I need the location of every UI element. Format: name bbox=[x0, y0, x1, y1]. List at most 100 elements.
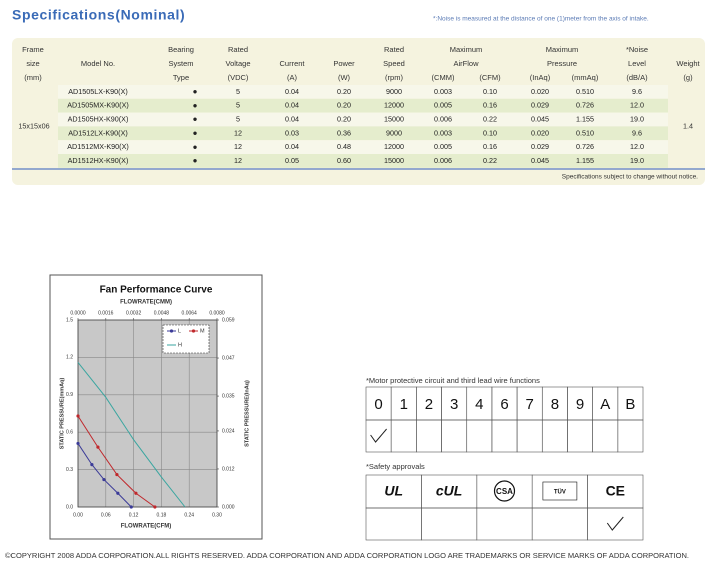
y-tick-label: 1.5 bbox=[66, 317, 73, 323]
series-marker bbox=[116, 491, 120, 495]
legend-marker bbox=[169, 329, 174, 333]
bearing-dot: ● bbox=[193, 129, 198, 138]
table-footnote: Specifications subject to change without… bbox=[562, 174, 698, 181]
row-band bbox=[58, 154, 668, 168]
column-header: Maximum bbox=[546, 45, 579, 54]
table-cell: 12000 bbox=[384, 101, 404, 110]
column-header: (dB/A) bbox=[626, 73, 648, 82]
bearing-dot: ● bbox=[193, 115, 198, 124]
motor-check-cell bbox=[592, 419, 619, 453]
table-cell: 0.005 bbox=[434, 142, 452, 151]
table-cell: 0.05 bbox=[285, 156, 299, 165]
column-header: AirFlow bbox=[453, 59, 479, 68]
table-cell: 0.36 bbox=[337, 128, 351, 137]
table-cell: 0.020 bbox=[531, 87, 549, 96]
motor-code: 6 bbox=[500, 396, 508, 413]
motor-code: 4 bbox=[475, 396, 483, 413]
table-cell: 0.03 bbox=[285, 128, 299, 137]
table-cell: 0.48 bbox=[337, 142, 351, 151]
plot-border bbox=[77, 319, 218, 508]
copyright: ©COPYRIGHT 2008 ADDA CORPORATION.ALL RIG… bbox=[5, 552, 689, 560]
table-cell: AD1512MX-K90(X) bbox=[67, 142, 129, 151]
table-cell: 12.0 bbox=[630, 101, 644, 110]
column-header: Maximum bbox=[450, 45, 483, 54]
y-tick-label: 0.6 bbox=[66, 430, 73, 436]
motor-code: 1 bbox=[400, 396, 408, 413]
approval-logo: CSA bbox=[496, 487, 513, 496]
x2-tick-label: 0.0048 bbox=[154, 310, 170, 316]
column-header: Model No. bbox=[81, 59, 115, 68]
table-cell: 0.16 bbox=[483, 101, 497, 110]
approval-logo: cUL bbox=[436, 483, 462, 499]
table-cell: 0.006 bbox=[434, 156, 452, 165]
table-cell: 0.029 bbox=[531, 101, 549, 110]
x-tick-label: 0.06 bbox=[101, 512, 111, 518]
column-header: Voltage bbox=[225, 59, 250, 68]
table-cell: AD1512HX-K90(X) bbox=[68, 156, 129, 165]
y2-tick-label: 0.035 bbox=[222, 393, 235, 399]
table-cell: 0.60 bbox=[337, 156, 351, 165]
safety-check-cell bbox=[531, 507, 588, 541]
table-cell: 0.22 bbox=[483, 156, 497, 165]
table-cell: 1.155 bbox=[576, 115, 594, 124]
column-header: (g) bbox=[683, 73, 693, 82]
y2-tick-label: 0.000 bbox=[222, 504, 235, 510]
table-cell: 12 bbox=[234, 142, 242, 151]
y2-tick-label: 0.012 bbox=[222, 466, 235, 472]
table-cell: 0.10 bbox=[483, 87, 497, 96]
table-cell: 0.10 bbox=[483, 128, 497, 137]
row-band bbox=[58, 140, 668, 154]
column-header: Power bbox=[333, 59, 355, 68]
column-header: Weight bbox=[676, 59, 700, 68]
table-cell: 12 bbox=[234, 156, 242, 165]
column-subheader: (CMM) bbox=[432, 73, 455, 82]
series-marker bbox=[153, 505, 157, 509]
approval-logo: TÜV bbox=[554, 489, 566, 496]
table-cell: 1.155 bbox=[576, 156, 594, 165]
table-cell: 0.003 bbox=[434, 87, 452, 96]
column-subheader: (InAq) bbox=[530, 73, 551, 82]
y-tick-label: 1.2 bbox=[66, 355, 73, 361]
x2-tick-label: 0.0080 bbox=[209, 310, 225, 316]
logo-ring bbox=[493, 480, 516, 502]
column-header: Pressure bbox=[547, 59, 577, 68]
motor-code: 8 bbox=[551, 396, 559, 413]
motor-check-cell bbox=[541, 419, 568, 453]
y2-tick-label: 0.024 bbox=[222, 428, 235, 434]
x-axis-label: FLOWRATE(CFM) bbox=[121, 524, 172, 530]
table-cell: 0.726 bbox=[576, 101, 594, 110]
approval-logo: UL bbox=[384, 483, 403, 499]
series-marker bbox=[76, 441, 80, 446]
table-cell: 19.0 bbox=[630, 115, 644, 124]
y-axis-label: STATIC PRESSURE(mmAq) bbox=[59, 378, 65, 450]
table-cell: 9.6 bbox=[632, 128, 642, 137]
motor-check-cell bbox=[491, 419, 518, 453]
motor-code: 7 bbox=[526, 396, 534, 413]
table-cell: 5 bbox=[236, 115, 240, 124]
column-header: Rated bbox=[228, 45, 248, 54]
table-cell: AD1512LX-K90(X) bbox=[68, 128, 128, 137]
table-cell: 0.20 bbox=[337, 115, 351, 124]
y-tick-label: 0.0 bbox=[66, 504, 73, 510]
table-cell: 0.020 bbox=[531, 128, 549, 137]
table-cell: 0.726 bbox=[576, 142, 594, 151]
column-header: (VDC) bbox=[228, 73, 249, 82]
table-cell: 0.510 bbox=[576, 87, 594, 96]
table-cell: 0.045 bbox=[531, 115, 549, 124]
series-marker bbox=[76, 414, 80, 418]
table-cell: 0.20 bbox=[337, 101, 351, 110]
x-tick-label: 0.24 bbox=[184, 512, 194, 518]
safety-check-cell bbox=[421, 507, 478, 541]
page-title: Specifications(Nominal) bbox=[12, 7, 185, 23]
table-cell: 0.003 bbox=[434, 128, 452, 137]
y-tick-label: 0.9 bbox=[66, 392, 73, 398]
column-header: Rated bbox=[384, 45, 404, 54]
motor-code: 9 bbox=[576, 396, 584, 413]
chart-title: Fan Performance Curve bbox=[100, 285, 213, 296]
table-cell: 15000 bbox=[384, 156, 404, 165]
table-cell: 0.005 bbox=[434, 101, 452, 110]
check-mark bbox=[370, 428, 387, 443]
series-marker bbox=[115, 472, 119, 477]
x-tick-label: 0.18 bbox=[157, 512, 167, 518]
motor-code: B bbox=[625, 396, 635, 413]
